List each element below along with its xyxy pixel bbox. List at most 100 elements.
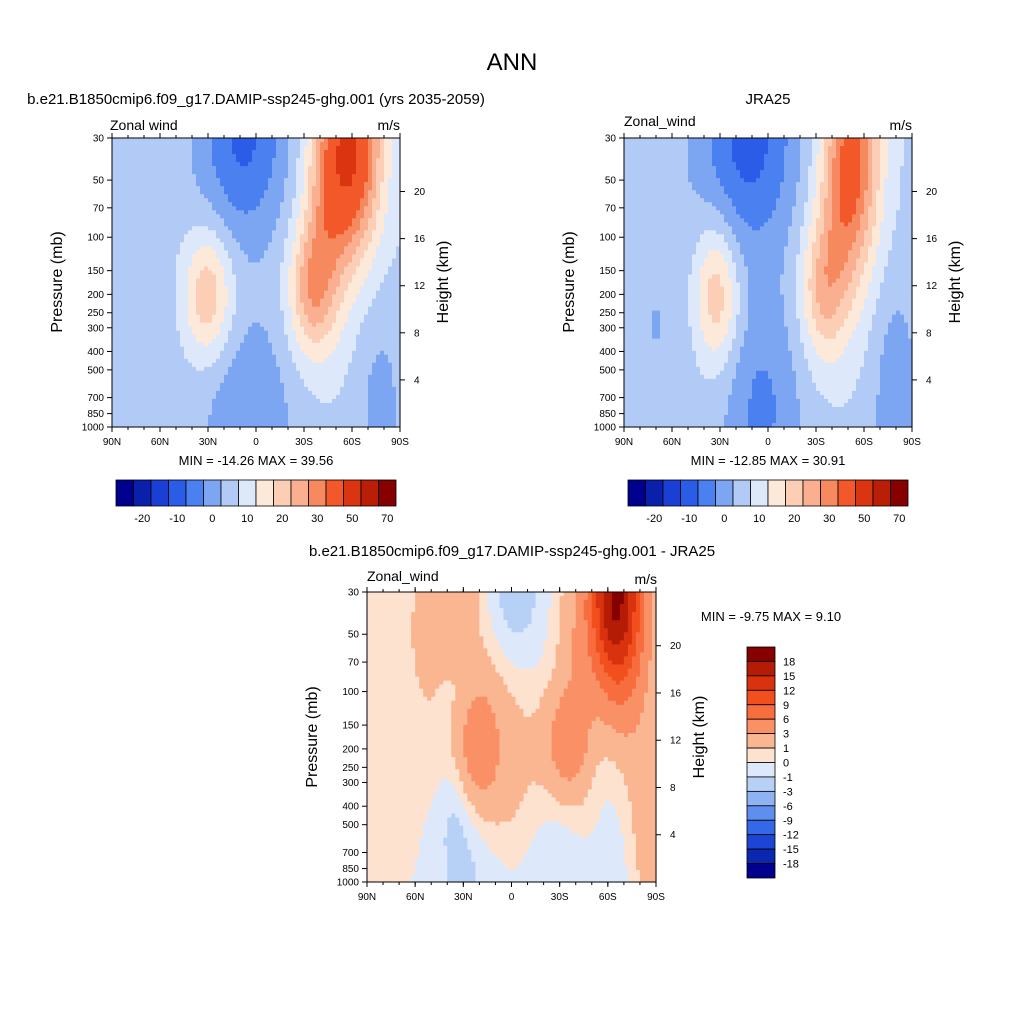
contour-cell <box>340 334 345 340</box>
contour-cell <box>384 218 389 223</box>
contour-cell <box>216 262 221 268</box>
contour-cell <box>300 166 305 171</box>
contour-cell <box>352 250 357 255</box>
contour-cell <box>284 178 289 183</box>
contour-cell <box>248 178 253 183</box>
contour-cell <box>276 398 281 404</box>
contour-cell <box>360 238 365 243</box>
contour-cell <box>192 354 197 360</box>
contour-cell <box>316 234 321 239</box>
contour-cell <box>164 170 169 175</box>
contour-cell <box>172 150 177 155</box>
contour-cell <box>356 278 361 284</box>
contour-cell <box>180 194 185 199</box>
contour-cell <box>380 350 385 356</box>
contour-cell <box>308 186 313 191</box>
contour-cell <box>168 382 173 388</box>
contour-cell <box>216 150 221 155</box>
contour-cell <box>332 282 337 288</box>
contour-cell <box>176 370 181 376</box>
contour-cell <box>276 242 281 247</box>
contour-cell <box>260 394 265 400</box>
contour-cell <box>120 382 125 388</box>
contour-cell <box>384 158 389 163</box>
contour-cell <box>316 278 321 284</box>
contour-cell <box>336 398 341 404</box>
contour-cell <box>364 410 369 416</box>
contour-cell <box>340 366 345 372</box>
contour-cell <box>304 306 309 312</box>
contour-cell <box>312 274 317 280</box>
contour-cell <box>344 186 349 191</box>
contour-cell <box>128 394 133 400</box>
contour-cell <box>212 382 217 388</box>
contour-cell <box>116 202 121 207</box>
contour-cell <box>356 334 361 340</box>
contour-cell <box>360 402 365 408</box>
contour-cell <box>268 390 273 396</box>
contour-cell <box>304 178 309 183</box>
contour-cell <box>292 150 297 155</box>
contour-cell <box>148 302 153 308</box>
contour-cell <box>128 334 133 340</box>
contour-cell <box>248 386 253 392</box>
contour-cell <box>316 306 321 312</box>
contour-cell <box>224 414 229 420</box>
contour-cell <box>244 330 249 336</box>
contour-cell <box>144 350 149 356</box>
contour-cell <box>164 302 169 308</box>
contour-cell <box>372 310 377 316</box>
contour-cell <box>288 394 293 400</box>
contour-cell <box>340 246 345 251</box>
contour-cell <box>224 326 229 332</box>
contour-cell <box>344 210 349 215</box>
contour-cell <box>252 362 257 368</box>
contour-cell <box>120 322 125 328</box>
contour-cell <box>268 278 273 284</box>
contour-cell <box>300 358 305 364</box>
contour-cell <box>164 150 169 155</box>
figure-title: ANN <box>487 49 538 76</box>
contour-cell <box>200 210 205 215</box>
contour-cell <box>332 366 337 372</box>
contour-cell <box>356 306 361 312</box>
contour-cell <box>252 222 257 227</box>
contour-cell <box>124 258 129 264</box>
contour-cell <box>332 150 337 155</box>
contour-cell <box>180 226 185 231</box>
contour-cell <box>320 142 325 147</box>
contour-cell <box>276 198 281 203</box>
contour-cell <box>300 158 305 163</box>
contour-cell <box>212 278 217 284</box>
contour-cell <box>120 174 125 179</box>
contour-cell <box>160 322 165 328</box>
contour-cell <box>328 274 333 280</box>
contour-cell <box>192 138 197 143</box>
contour-cell <box>216 390 221 396</box>
contour-cell <box>312 186 317 191</box>
contour-cell <box>360 266 365 272</box>
contour-cell <box>316 334 321 340</box>
contour-cell <box>160 406 165 412</box>
contour-cell <box>120 150 125 155</box>
contour-cell <box>260 362 265 368</box>
contour-cell <box>352 286 357 292</box>
contour-cell <box>228 198 233 203</box>
contour-cell <box>240 382 245 388</box>
contour-cell <box>268 146 273 151</box>
contour-cell <box>248 290 253 296</box>
contour-cell <box>192 206 197 211</box>
contour-cell <box>380 162 385 167</box>
contour-cell <box>188 286 193 292</box>
contour-cell <box>272 386 277 392</box>
contour-cell <box>312 206 317 211</box>
contour-cell <box>384 374 389 380</box>
contour-cell <box>344 422 349 428</box>
contour-cell <box>252 202 257 207</box>
contour-cell <box>348 402 353 408</box>
contour-cell <box>372 270 377 276</box>
contour-cell <box>312 394 317 400</box>
contour-cell <box>140 326 145 332</box>
contour-cell <box>116 402 121 408</box>
contour-cell <box>272 202 277 207</box>
